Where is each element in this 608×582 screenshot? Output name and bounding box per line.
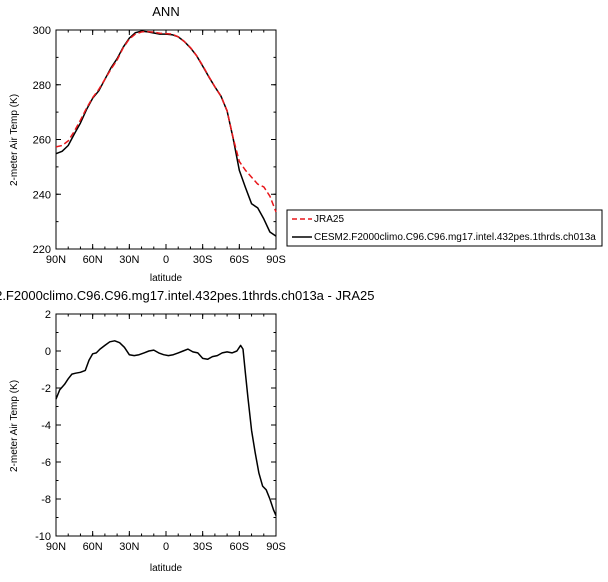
x-tick-label: 60S: [230, 541, 250, 553]
bottom-x-axis-label: latitude: [150, 563, 183, 574]
x-tick-label: 0: [163, 541, 169, 553]
y-tick-label: -4: [41, 420, 51, 432]
bottom-plot-area: [55, 313, 277, 537]
top-chart-title: ANN: [152, 4, 179, 19]
x-tick-label: 60S: [230, 254, 250, 266]
legend-label-cesm2: CESM2.F2000climo.C96.C96.mg17.intel.432p…: [314, 232, 596, 243]
x-tick-label: 90S: [266, 541, 286, 553]
y-tick-label: 220: [33, 244, 51, 256]
bottom-y-axis-label: 2-meter Air Temp (K): [9, 380, 20, 472]
x-tick-label: 90S: [266, 254, 286, 266]
y-tick-label: -6: [41, 457, 51, 469]
y-tick-label: 280: [33, 80, 51, 92]
x-tick-label: 30N: [119, 541, 139, 553]
x-tick-label: 90N: [46, 541, 66, 553]
top-plot-area: [55, 29, 277, 250]
series-line-1: [55, 30, 277, 237]
y-tick-label: 0: [45, 346, 51, 358]
series-line-0: [55, 340, 277, 516]
bottom-y-ticks: 2 0 -2 -4 -6 -8 -10: [35, 309, 276, 543]
top-y-axis-label: 2-meter Air Temp (K): [9, 94, 20, 186]
x-tick-label: 60N: [83, 541, 103, 553]
bottom-x-ticks: 90N 60N 30N 0 30S 60S 90S: [46, 314, 286, 553]
legend: JRA25 CESM2.F2000climo.C96.C96.mg17.inte…: [286, 209, 603, 247]
y-tick-label: 260: [33, 135, 51, 147]
legend-label-jra25: JRA25: [314, 214, 344, 225]
y-tick-label: 2: [45, 309, 51, 321]
top-x-ticks: 90N 60N 30N 0 30S 60S 90S: [46, 30, 286, 266]
y-tick-label: 240: [33, 189, 51, 201]
x-tick-label: 30N: [119, 254, 139, 266]
y-tick-label: -8: [41, 494, 51, 506]
top-series: [55, 30, 277, 237]
legend-box: [286, 209, 603, 247]
plot-frame: [55, 29, 277, 250]
y-tick-label: 300: [33, 25, 51, 37]
bottom-panel: CESM2.F2000climo.C96.C96.mg17.intel.432p…: [0, 288, 374, 574]
y-tick-label: -2: [41, 383, 51, 395]
x-tick-label: 90N: [46, 254, 66, 266]
x-tick-label: 30S: [193, 541, 213, 553]
top-y-ticks: 220 240 260 280 300: [33, 25, 276, 256]
x-tick-label: 60N: [83, 254, 103, 266]
series-line-0: [55, 30, 277, 213]
bottom-series: [55, 340, 277, 516]
plot-frame: [55, 313, 277, 537]
top-x-axis-label: latitude: [150, 273, 183, 284]
bottom-chart-title: CESM2.F2000climo.C96.C96.mg17.intel.432p…: [0, 288, 374, 303]
y-tick-label: -10: [35, 531, 51, 543]
x-tick-label: 30S: [193, 254, 213, 266]
x-tick-label: 0: [163, 254, 169, 266]
